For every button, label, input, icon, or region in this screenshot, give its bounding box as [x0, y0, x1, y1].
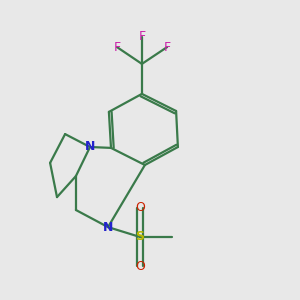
Text: S: S	[136, 230, 145, 244]
Text: N: N	[85, 140, 95, 154]
Text: F: F	[113, 40, 121, 54]
Text: N: N	[103, 220, 113, 234]
Text: O: O	[135, 260, 145, 273]
Text: F: F	[164, 40, 171, 54]
Text: O: O	[135, 201, 145, 214]
Text: F: F	[138, 30, 146, 44]
